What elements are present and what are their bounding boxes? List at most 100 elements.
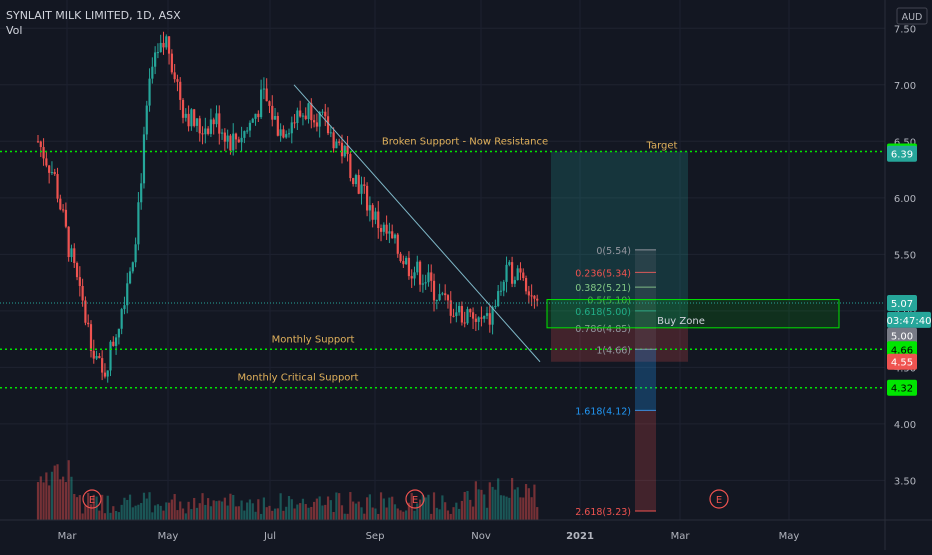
candle-body <box>162 42 165 48</box>
volume-bar <box>120 504 123 520</box>
volume-bar <box>243 510 246 520</box>
fib-level-label: 2.618(3.23) <box>575 507 631 518</box>
candle-body <box>92 350 95 359</box>
candle-body <box>209 119 213 134</box>
y-tick-label: 7.50 <box>894 24 916 35</box>
volume-bar <box>396 508 399 520</box>
volume-bar <box>524 484 528 520</box>
candle-body <box>142 134 146 184</box>
volume-bar <box>117 512 120 520</box>
volume-bar <box>530 497 533 520</box>
fib-level-label: 0.382(5.21) <box>575 283 631 294</box>
candle-body <box>371 205 374 220</box>
volume-bar <box>42 482 45 520</box>
volume-bar <box>151 512 154 520</box>
candle-body <box>441 293 444 295</box>
earnings-marker-label: E <box>716 495 722 506</box>
volume-bar <box>279 493 282 520</box>
candle-body <box>304 115 307 120</box>
candle-body <box>123 305 126 310</box>
volume-bar <box>265 507 268 520</box>
y-tick-label: 6.00 <box>894 194 916 205</box>
volume-bar <box>485 507 489 520</box>
volume-bar <box>154 505 157 520</box>
candle-body <box>485 313 489 316</box>
candle-body <box>469 309 472 313</box>
candle-body <box>405 257 408 265</box>
volume-bar <box>87 492 90 520</box>
y-tick-label: 6.50 <box>894 137 916 148</box>
volume-bar <box>449 513 452 520</box>
volume-bar <box>114 510 118 520</box>
volume-bar <box>458 508 461 520</box>
volume-bar <box>184 513 187 520</box>
volume-bar <box>477 489 480 520</box>
volume-bar <box>262 497 265 520</box>
volume-bar <box>67 460 70 520</box>
volume-bar <box>374 508 377 520</box>
volume-bar <box>424 497 427 520</box>
volume-bar <box>407 502 411 520</box>
candle-body <box>338 141 341 143</box>
volume-bar <box>260 513 263 520</box>
candle-body <box>42 147 45 159</box>
candle-body <box>432 280 436 301</box>
volume-bar <box>162 510 165 520</box>
trendline <box>293 84 541 363</box>
candle-body <box>287 133 291 135</box>
price-tag <box>887 327 917 344</box>
volume-bar <box>176 510 179 520</box>
volume-bar <box>271 510 274 520</box>
volume-bar <box>56 464 59 520</box>
candle-body <box>483 315 486 319</box>
candle-body <box>268 101 271 106</box>
level-label: Broken Support - Now Resistance <box>382 136 548 147</box>
candle-body <box>184 113 187 118</box>
price-tag-label: 4.32 <box>891 384 913 395</box>
candle-body <box>340 142 344 157</box>
volume-bar <box>471 506 475 520</box>
candle-body <box>326 116 330 134</box>
candle-body <box>471 312 475 319</box>
y-tick-label: 5.50 <box>894 250 916 261</box>
candle-body <box>212 119 215 125</box>
volume-bar <box>237 506 240 520</box>
volume-bar <box>452 507 455 520</box>
volume-bar <box>310 506 313 520</box>
volume-bar <box>165 502 168 520</box>
volume-bar <box>145 498 148 520</box>
volume-bar <box>53 465 56 520</box>
fib-level-label: 0.236(5.34) <box>575 268 631 279</box>
price-tag <box>887 294 917 311</box>
price-tag-label: 5.07 <box>891 299 913 310</box>
volume-bar <box>159 505 162 520</box>
candle-body <box>204 128 207 135</box>
candle-body <box>413 272 416 279</box>
candle-body <box>360 184 363 194</box>
candle-body <box>159 42 162 53</box>
candle-body <box>402 261 405 265</box>
candle-body <box>527 291 530 296</box>
candle-body <box>243 131 246 138</box>
volume-bar <box>254 511 257 520</box>
volume-bar <box>418 499 422 520</box>
x-tick-label: May <box>158 531 179 542</box>
candle-body <box>399 253 402 262</box>
volume-bar <box>173 494 176 520</box>
candle-body <box>349 154 352 179</box>
candle-body <box>497 291 500 307</box>
volume-bar <box>268 505 271 520</box>
volume-bar <box>212 500 215 520</box>
volume-bar <box>293 508 296 520</box>
volume-bar <box>232 494 235 520</box>
volume-bar <box>527 488 530 520</box>
candle-body <box>170 53 173 73</box>
candle-body <box>530 295 533 297</box>
volume-bar <box>377 513 380 520</box>
volume-bar <box>106 495 109 520</box>
candle-body <box>357 175 360 194</box>
volume-bar <box>430 513 433 520</box>
volume-bar <box>223 497 226 520</box>
